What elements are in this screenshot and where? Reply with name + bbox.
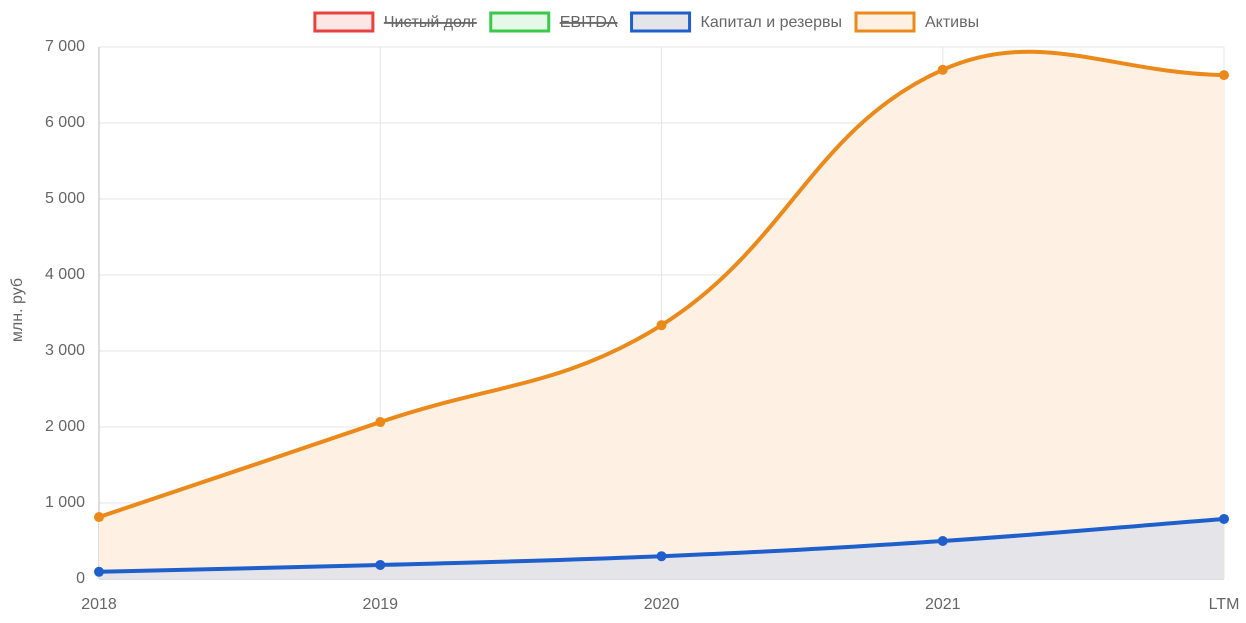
y-tick-label: 6 000 bbox=[45, 114, 85, 131]
legend-swatch bbox=[313, 11, 375, 33]
point bbox=[94, 512, 104, 523]
y-tick-label: 5 000 bbox=[45, 190, 85, 207]
legend-swatch bbox=[630, 11, 692, 33]
x-tick-label: 2020 bbox=[644, 596, 680, 613]
x-tick-label: LTM bbox=[1209, 596, 1240, 613]
legend-swatch bbox=[854, 11, 916, 33]
x-tick-label: 2019 bbox=[362, 596, 398, 613]
x-tick-label: 2021 bbox=[925, 596, 961, 613]
y-tick-label: 7 000 bbox=[45, 38, 85, 55]
legend-swatch bbox=[489, 11, 551, 33]
line bbox=[98, 49, 1225, 519]
x-tick-label: 2018 bbox=[81, 596, 117, 613]
y-tick-label: 0 bbox=[76, 570, 85, 587]
y-tick-label: 1 000 bbox=[45, 494, 85, 511]
point bbox=[94, 566, 104, 577]
y-tick-label: 3 000 bbox=[45, 342, 85, 359]
point bbox=[656, 320, 667, 331]
y-tick-label: 4 000 bbox=[45, 266, 85, 283]
legend-label: Капитал и резервы bbox=[701, 14, 842, 31]
point bbox=[375, 559, 386, 570]
point bbox=[937, 536, 948, 546]
area bbox=[99, 51, 1224, 580]
y-tick-label: 2 000 bbox=[45, 418, 85, 435]
point bbox=[375, 417, 386, 428]
legend-label: Активы bbox=[925, 14, 979, 31]
point bbox=[1219, 70, 1229, 81]
point bbox=[937, 64, 948, 75]
point bbox=[656, 551, 667, 562]
area bbox=[99, 518, 1224, 579]
legend: Чистый долг EBITDA Капитал и резервы Активы bbox=[313, 11, 979, 33]
point bbox=[1219, 513, 1229, 524]
y-axis-label: млн. руб bbox=[9, 278, 26, 342]
